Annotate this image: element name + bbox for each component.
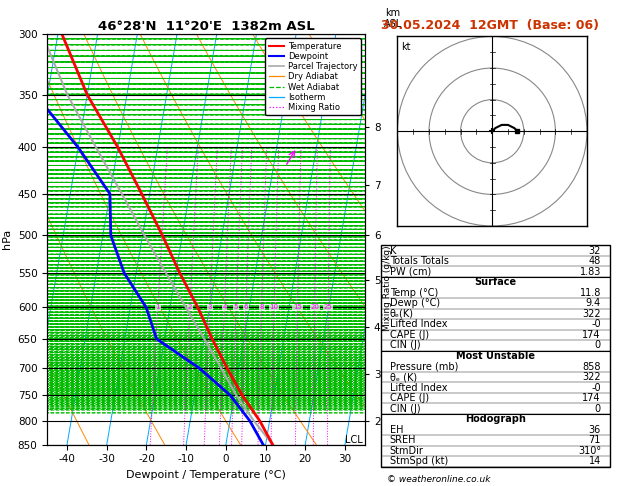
Text: 36: 36 [589,425,601,434]
Text: Lifted Index: Lifted Index [390,382,447,393]
Text: km
ASL: km ASL [384,8,403,29]
Text: Lifted Index: Lifted Index [390,319,447,330]
Text: 5: 5 [234,304,238,311]
Text: 310°: 310° [578,446,601,456]
Text: © weatheronline.co.uk: © weatheronline.co.uk [387,474,491,484]
X-axis label: Dewpoint / Temperature (°C): Dewpoint / Temperature (°C) [126,470,286,480]
Text: 322: 322 [582,372,601,382]
Text: StmDir: StmDir [390,446,423,456]
Text: K: K [390,246,396,256]
Text: Surface: Surface [474,278,516,287]
Text: 8: 8 [259,304,264,311]
Text: Dewp (°C): Dewp (°C) [390,298,440,308]
Text: LCL: LCL [345,435,363,445]
Text: 858: 858 [582,362,601,371]
Text: -0: -0 [591,382,601,393]
Text: Hodograph: Hodograph [465,414,526,424]
Text: 1: 1 [155,304,160,311]
Text: 11.8: 11.8 [579,288,601,298]
Text: 6: 6 [243,304,248,311]
Text: 174: 174 [582,393,601,403]
Text: CIN (J): CIN (J) [390,341,420,350]
Legend: Temperature, Dewpoint, Parcel Trajectory, Dry Adiabat, Wet Adiabat, Isotherm, Mi: Temperature, Dewpoint, Parcel Trajectory… [265,38,360,115]
Title: 46°28'N  11°20'E  1382m ASL: 46°28'N 11°20'E 1382m ASL [97,20,314,33]
Text: 322: 322 [582,309,601,319]
Text: 2: 2 [188,304,192,311]
Text: 0: 0 [595,404,601,414]
Text: 20: 20 [310,304,319,311]
Y-axis label: hPa: hPa [2,229,12,249]
Text: 4: 4 [222,304,226,311]
Text: 25: 25 [324,304,333,311]
Text: 15: 15 [293,304,302,311]
Text: 71: 71 [589,435,601,445]
Text: Totals Totals: Totals Totals [390,256,448,266]
Text: θₑ (K): θₑ (K) [390,372,417,382]
Text: 48: 48 [589,256,601,266]
Text: θₑ(K): θₑ(K) [390,309,414,319]
Text: 3: 3 [208,304,212,311]
Text: -0: -0 [591,319,601,330]
Text: StmSpd (kt): StmSpd (kt) [390,456,448,466]
Text: kt: kt [401,42,411,52]
Text: CAPE (J): CAPE (J) [390,393,429,403]
Text: CAPE (J): CAPE (J) [390,330,429,340]
Text: 9.4: 9.4 [586,298,601,308]
Text: PW (cm): PW (cm) [390,267,431,277]
Text: 1.83: 1.83 [579,267,601,277]
Text: 174: 174 [582,330,601,340]
Text: 14: 14 [589,456,601,466]
Text: 0: 0 [595,341,601,350]
Text: 30.05.2024  12GMT  (Base: 06): 30.05.2024 12GMT (Base: 06) [381,18,599,32]
Text: CIN (J): CIN (J) [390,404,420,414]
Text: Temp (°C): Temp (°C) [390,288,438,298]
Text: 32: 32 [589,246,601,256]
Text: Most Unstable: Most Unstable [456,351,535,361]
Text: Mixing Ratio (g/kg): Mixing Ratio (g/kg) [382,246,392,331]
Text: SREH: SREH [390,435,416,445]
Text: 10: 10 [270,304,279,311]
Text: Pressure (mb): Pressure (mb) [390,362,458,371]
Text: EH: EH [390,425,403,434]
